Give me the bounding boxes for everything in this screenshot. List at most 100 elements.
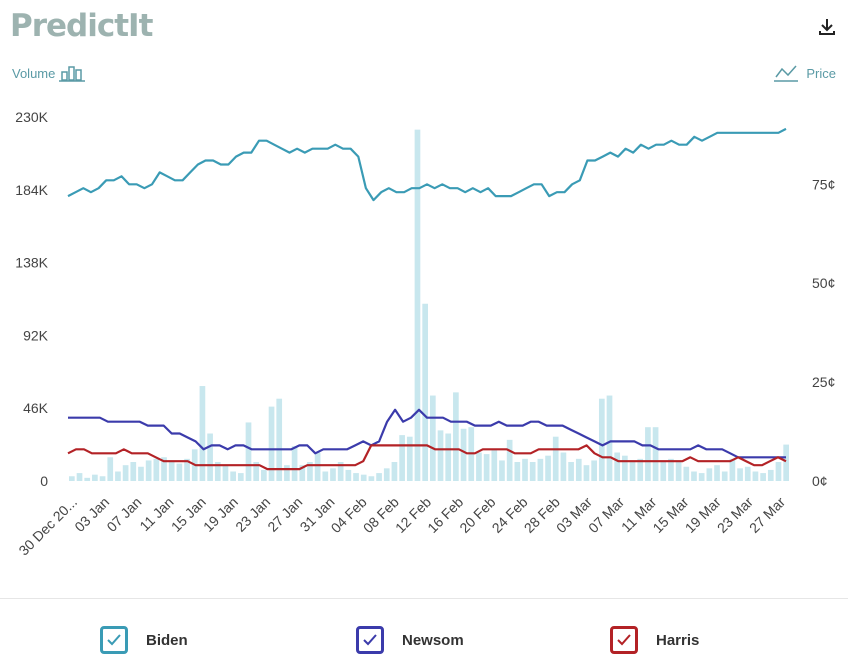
volume-bar xyxy=(560,452,567,481)
legend: Biden Newsom Harris xyxy=(0,626,848,666)
x-tick-label: 27 Jan xyxy=(264,494,305,535)
volume-bar xyxy=(445,433,452,481)
volume-bar xyxy=(683,466,690,481)
volume-bar xyxy=(107,457,114,481)
volume-tick-label: 0 xyxy=(40,473,48,489)
volume-bar xyxy=(752,471,759,481)
volume-bar xyxy=(184,458,190,481)
volume-bar xyxy=(714,465,720,481)
volume-bar xyxy=(783,444,789,481)
download-icon[interactable] xyxy=(816,16,838,38)
x-tick-label: 03 Jan xyxy=(71,494,112,535)
volume-bar xyxy=(383,468,390,481)
price-tick-label: 75¢ xyxy=(812,176,835,192)
x-tick-label: 15 Jan xyxy=(168,494,209,535)
checkbox-newsom[interactable] xyxy=(356,626,384,654)
series-line-harris xyxy=(67,444,787,471)
volume-bar xyxy=(522,458,528,481)
volume-bar xyxy=(76,473,83,481)
volume-bar xyxy=(437,430,444,481)
volume-bar xyxy=(268,406,275,481)
volume-bar xyxy=(614,452,621,481)
volume-bar xyxy=(591,460,597,481)
volume-bar xyxy=(568,462,574,481)
volume-bar xyxy=(606,395,613,481)
check-icon xyxy=(363,634,377,646)
volume-bar xyxy=(545,455,551,481)
volume-bar xyxy=(261,469,267,481)
volume-bar xyxy=(391,462,398,481)
volume-bar xyxy=(476,452,482,481)
legend-label-biden: Biden xyxy=(146,631,188,649)
volume-tick-label: 46K xyxy=(23,400,49,416)
volume-bar xyxy=(698,473,705,481)
volume-bar xyxy=(161,457,167,481)
volume-bar xyxy=(598,398,605,481)
volume-bar xyxy=(629,462,636,481)
x-tick-label: 07 Jan xyxy=(103,494,144,535)
volume-bar xyxy=(199,386,206,481)
legend-divider xyxy=(0,598,848,599)
x-tick-label: 30 Dec 20... xyxy=(15,494,80,559)
checkbox-harris[interactable] xyxy=(610,626,638,654)
checkbox-biden[interactable] xyxy=(100,626,128,654)
volume-tick-label: 138K xyxy=(15,255,48,271)
volume-bar xyxy=(153,458,160,481)
volume-bar xyxy=(499,460,505,481)
volume-bar xyxy=(721,471,728,481)
volume-bar xyxy=(506,439,513,481)
volume-bar xyxy=(207,433,213,481)
volume-bar xyxy=(737,468,743,481)
volume-bar xyxy=(99,476,106,481)
volume-bar xyxy=(84,477,91,481)
volume-bar xyxy=(122,465,129,481)
legend-item-harris[interactable]: Harris xyxy=(610,626,699,654)
volume-bar xyxy=(291,446,298,481)
volume-bar xyxy=(245,422,252,481)
legend-item-biden[interactable]: Biden xyxy=(100,626,188,654)
volume-bar xyxy=(652,427,659,481)
volume-bar xyxy=(622,455,628,481)
line-chart-icon xyxy=(774,65,799,82)
volume-bar xyxy=(92,474,98,481)
price-label: Price xyxy=(806,65,836,81)
series-line-newsom xyxy=(68,408,786,459)
predictit-logo: PredictIt xyxy=(10,8,153,44)
volume-bar xyxy=(138,466,144,481)
x-tick-label: 23 Jan xyxy=(232,494,273,535)
legend-item-newsom[interactable]: Newsom xyxy=(356,626,464,654)
volume-bar xyxy=(729,458,736,481)
volume-bar xyxy=(744,466,751,481)
volume-bar xyxy=(645,427,651,481)
volume-bar xyxy=(483,454,490,481)
x-tick-label: 07 Mar xyxy=(585,494,627,536)
volume-tick-label: 184K xyxy=(15,182,48,198)
volume-tick-label: 230K xyxy=(15,109,48,125)
volume-bar xyxy=(460,428,467,481)
volume-bar xyxy=(337,462,344,481)
volume-bar xyxy=(399,435,405,481)
x-tick-label: 11 Jan xyxy=(136,494,176,534)
volume-bar xyxy=(491,449,498,481)
volume-bar xyxy=(69,476,75,481)
volume-bar xyxy=(537,458,544,481)
volume-bar xyxy=(237,473,244,481)
volume-bar xyxy=(660,462,667,481)
volume-bar xyxy=(222,465,229,481)
volume-bar xyxy=(637,458,644,481)
volume-bar xyxy=(176,463,183,481)
volume-bar xyxy=(299,465,306,481)
volume-tick-label: 92K xyxy=(23,327,49,343)
volume-bar xyxy=(552,436,559,481)
bar-chart-icon xyxy=(59,66,86,82)
volume-bar xyxy=(130,462,137,481)
volume-axis-title: Volume xyxy=(12,64,86,82)
volume-bar xyxy=(253,462,260,481)
volume-bar xyxy=(330,468,336,481)
x-tick-label: 27 Mar xyxy=(746,494,788,536)
volume-bar xyxy=(284,465,290,481)
volume-bar xyxy=(453,392,459,481)
volume-bar xyxy=(145,460,152,481)
volume-bar xyxy=(706,468,713,481)
price-volume-chart: 0 46K 92K 138K 184K 230K 0¢ 25¢ 50¢ 75¢ 30 Dec 20.… xyxy=(15,109,835,559)
